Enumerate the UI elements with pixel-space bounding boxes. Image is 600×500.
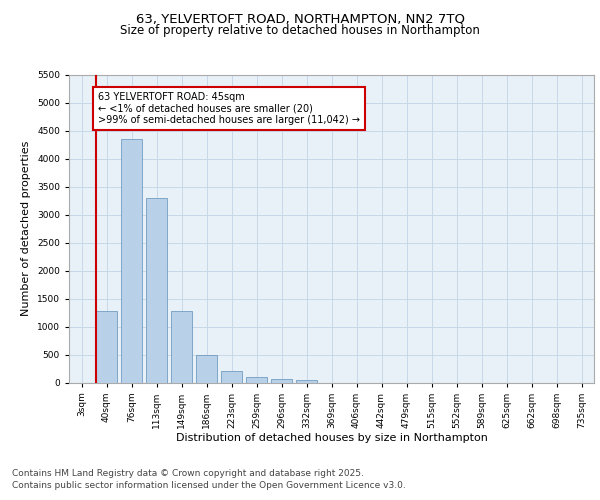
Text: Contains public sector information licensed under the Open Government Licence v3: Contains public sector information licen…	[12, 481, 406, 490]
Bar	[171, 311, 192, 382]
Text: Contains HM Land Registry data © Crown copyright and database right 2025.: Contains HM Land Registry data © Crown c…	[12, 468, 364, 477]
Bar	[221, 371, 242, 382]
Text: Size of property relative to detached houses in Northampton: Size of property relative to detached ho…	[120, 24, 480, 37]
Text: 63 YELVERTOFT ROAD: 45sqm
← <1% of detached houses are smaller (20)
>99% of semi: 63 YELVERTOFT ROAD: 45sqm ← <1% of detac…	[98, 92, 360, 125]
Bar	[296, 380, 317, 382]
Bar	[121, 140, 142, 382]
Bar	[246, 378, 267, 382]
Text: 63, YELVERTOFT ROAD, NORTHAMPTON, NN2 7TQ: 63, YELVERTOFT ROAD, NORTHAMPTON, NN2 7T…	[136, 12, 464, 26]
Bar	[196, 354, 217, 382]
Bar	[271, 380, 292, 382]
Bar	[146, 198, 167, 382]
Bar	[96, 312, 117, 382]
X-axis label: Distribution of detached houses by size in Northampton: Distribution of detached houses by size …	[176, 434, 487, 444]
Y-axis label: Number of detached properties: Number of detached properties	[22, 141, 31, 316]
